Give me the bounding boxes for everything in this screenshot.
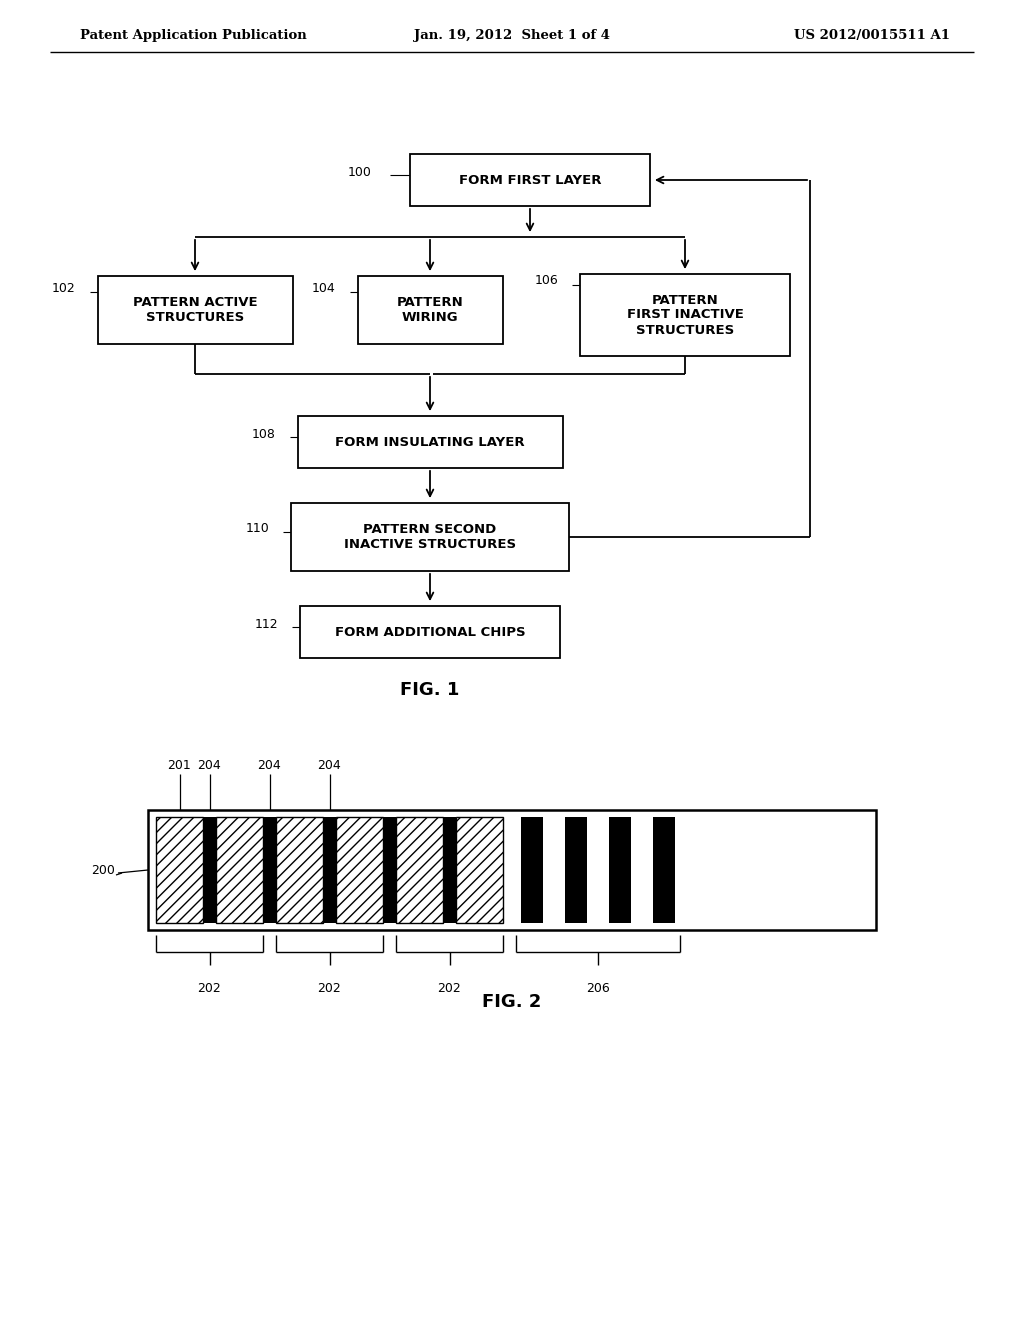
Bar [300, 606, 560, 657]
Text: FIG. 2: FIG. 2 [482, 993, 542, 1011]
Bar [521, 817, 543, 923]
Text: 202: 202 [198, 982, 221, 995]
Bar [580, 275, 790, 356]
Text: PATTERN
WIRING: PATTERN WIRING [396, 296, 464, 323]
Bar [396, 817, 443, 923]
Bar [276, 817, 323, 923]
Text: 106: 106 [535, 273, 558, 286]
Text: PATTERN SECOND
INACTIVE STRUCTURES: PATTERN SECOND INACTIVE STRUCTURES [344, 523, 516, 550]
Bar [410, 154, 650, 206]
Bar [336, 817, 383, 923]
Text: 200: 200 [91, 863, 115, 876]
Bar [609, 817, 631, 923]
Text: FORM FIRST LAYER: FORM FIRST LAYER [459, 173, 601, 186]
Text: FIG. 1: FIG. 1 [400, 681, 460, 700]
Bar [653, 817, 675, 923]
Text: 201: 201 [168, 759, 191, 772]
Text: FORM ADDITIONAL CHIPS: FORM ADDITIONAL CHIPS [335, 626, 525, 639]
Text: US 2012/0015511 A1: US 2012/0015511 A1 [794, 29, 950, 41]
Text: 204: 204 [317, 759, 341, 772]
Bar [203, 817, 216, 923]
Bar [357, 276, 503, 345]
Text: 204: 204 [258, 759, 282, 772]
Text: Jan. 19, 2012  Sheet 1 of 4: Jan. 19, 2012 Sheet 1 of 4 [414, 29, 610, 41]
Bar [323, 817, 336, 923]
Bar [456, 817, 503, 923]
Text: 110: 110 [246, 523, 269, 536]
Bar [97, 276, 293, 345]
Text: 108: 108 [252, 428, 275, 441]
Bar [156, 817, 203, 923]
Text: PATTERN
FIRST INACTIVE
STRUCTURES: PATTERN FIRST INACTIVE STRUCTURES [627, 293, 743, 337]
Bar [443, 817, 456, 923]
Bar [263, 817, 276, 923]
Text: PATTERN ACTIVE
STRUCTURES: PATTERN ACTIVE STRUCTURES [133, 296, 257, 323]
Text: 202: 202 [317, 982, 341, 995]
Bar [298, 416, 562, 469]
Text: 100: 100 [348, 165, 372, 178]
Text: 112: 112 [254, 618, 278, 631]
Text: 206: 206 [586, 982, 610, 995]
Text: 204: 204 [198, 759, 221, 772]
Bar [148, 810, 876, 931]
Bar [565, 817, 587, 923]
Bar [383, 817, 396, 923]
Bar [291, 503, 569, 572]
Text: 202: 202 [437, 982, 462, 995]
Text: FORM INSULATING LAYER: FORM INSULATING LAYER [335, 436, 525, 449]
Text: Patent Application Publication: Patent Application Publication [80, 29, 307, 41]
Bar [216, 817, 263, 923]
Text: 104: 104 [311, 281, 336, 294]
Text: 102: 102 [52, 281, 76, 294]
